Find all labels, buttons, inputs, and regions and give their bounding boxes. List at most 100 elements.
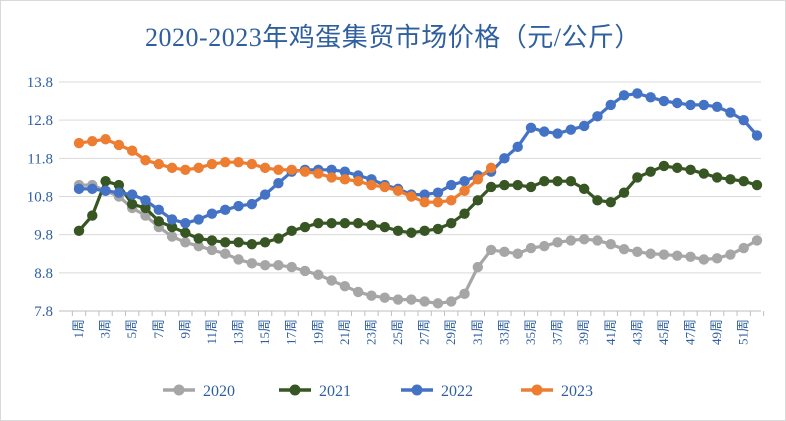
data-point (339, 174, 351, 185)
data-point (313, 269, 324, 280)
data-point (180, 237, 191, 248)
data-point (672, 250, 683, 261)
data-point (632, 172, 643, 183)
x-tick-label: 27周 (417, 319, 432, 345)
data-point (113, 187, 125, 198)
data-point (246, 239, 258, 250)
data-point (259, 162, 271, 174)
data-point (246, 198, 258, 210)
legend-marker (173, 384, 185, 396)
data-point (446, 195, 457, 206)
data-point (605, 197, 616, 208)
data-point (525, 242, 537, 254)
data-point (725, 174, 736, 185)
data-point (220, 204, 231, 216)
data-point (100, 176, 111, 187)
data-point (711, 101, 723, 113)
data-point (286, 225, 297, 237)
legend-item-2020: 2020 (163, 383, 235, 400)
data-point (618, 90, 630, 101)
legend-label: 2022 (441, 383, 473, 400)
series-2023 (73, 134, 497, 208)
data-point (126, 189, 138, 200)
data-point (246, 158, 258, 170)
legend-item-2021: 2021 (279, 383, 351, 400)
data-point (220, 237, 231, 248)
data-point (73, 225, 85, 237)
data-point (685, 99, 696, 111)
data-point (180, 164, 191, 175)
data-point (525, 122, 537, 133)
data-point (87, 135, 98, 147)
data-point (446, 296, 457, 307)
data-point (352, 286, 364, 298)
data-point (233, 200, 244, 212)
data-point (273, 260, 284, 271)
data-point (193, 233, 204, 244)
data-point (233, 156, 244, 168)
x-tick-label: 39周 (576, 319, 591, 345)
data-point (738, 176, 749, 187)
data-point (153, 204, 164, 216)
x-tick-label: 21周 (337, 319, 352, 345)
y-tick-label: 10.8 (27, 190, 53, 206)
data-point (565, 176, 577, 187)
data-point (100, 134, 111, 145)
data-point (738, 242, 749, 254)
series-line-2022 (79, 91, 759, 225)
data-point (206, 244, 218, 256)
data-point (140, 210, 151, 221)
data-point (379, 292, 390, 303)
data-point (658, 249, 670, 260)
data-point (472, 261, 484, 273)
data-point (485, 244, 497, 256)
data-point (645, 166, 656, 177)
data-point (166, 162, 178, 174)
data-point (286, 261, 297, 273)
legend-marker (289, 384, 301, 396)
x-tick-label: 37周 (550, 319, 565, 345)
y-tick-label: 11.8 (27, 151, 53, 167)
data-point (711, 172, 723, 183)
legend-item-2022: 2022 (401, 383, 473, 400)
x-tick-label: 13周 (231, 319, 246, 345)
data-point (326, 164, 337, 175)
x-tick-label: 17周 (284, 319, 299, 345)
data-point (392, 225, 404, 237)
data-point (193, 162, 204, 174)
data-point (352, 176, 364, 187)
x-tick-label: 29周 (443, 319, 458, 345)
data-point (725, 249, 736, 260)
data-point (658, 160, 670, 172)
data-point (446, 218, 457, 229)
x-tick-label: 41周 (603, 319, 618, 345)
x-tick-label: 9周 (177, 319, 192, 339)
series-line-2021 (77, 164, 758, 246)
data-point (738, 114, 749, 126)
data-point (618, 187, 630, 198)
data-point (299, 265, 311, 277)
data-point (126, 198, 138, 210)
data-point (406, 294, 417, 305)
y-tick-label: 7.8 (34, 304, 53, 320)
data-point (193, 214, 204, 225)
data-point (672, 162, 683, 174)
data-point (459, 288, 470, 300)
data-point (406, 191, 417, 202)
data-point (459, 176, 470, 187)
data-point (512, 248, 523, 259)
data-point (751, 235, 763, 246)
data-point (140, 202, 151, 214)
data-point (206, 208, 218, 219)
data-point (392, 294, 404, 305)
data-point (100, 185, 111, 196)
data-point (459, 185, 470, 196)
data-point (432, 197, 444, 208)
data-point (379, 221, 390, 233)
data-point (366, 219, 377, 231)
series-lines (73, 88, 763, 309)
data-point (220, 156, 231, 168)
x-tick-label: 35周 (523, 319, 538, 345)
y-tick-label: 9.8 (34, 228, 53, 244)
